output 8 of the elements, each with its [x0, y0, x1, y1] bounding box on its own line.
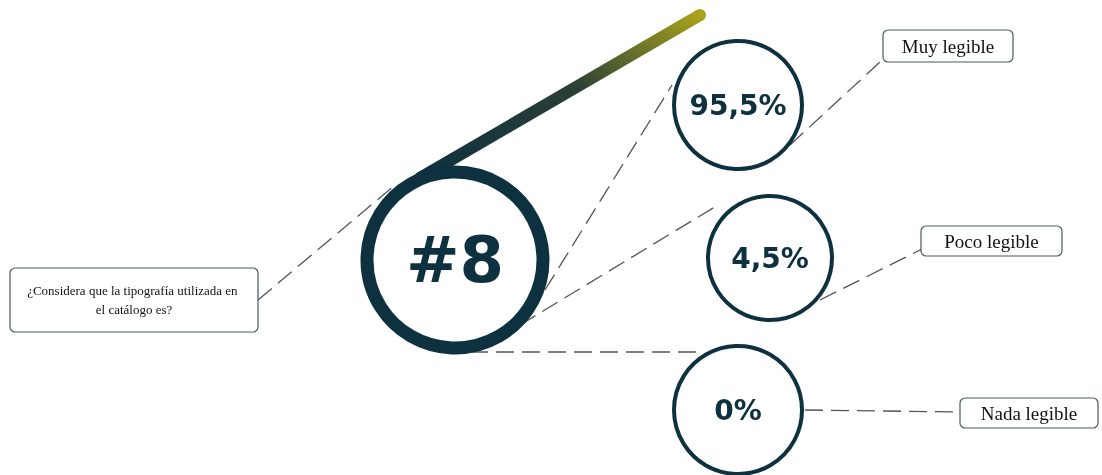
category-label: Poco legible: [944, 230, 1039, 252]
category-label: Muy legible: [901, 35, 995, 57]
text: ¿Considera que la tipografía utilizada en el catálogo es?: [27, 283, 241, 317]
data-label: 4,5%: [731, 241, 809, 275]
data-label: 95,5%: [689, 88, 787, 122]
text: #8: [405, 223, 505, 297]
category-label: Nada legible: [980, 402, 1078, 424]
data-label: 0%: [714, 393, 762, 427]
